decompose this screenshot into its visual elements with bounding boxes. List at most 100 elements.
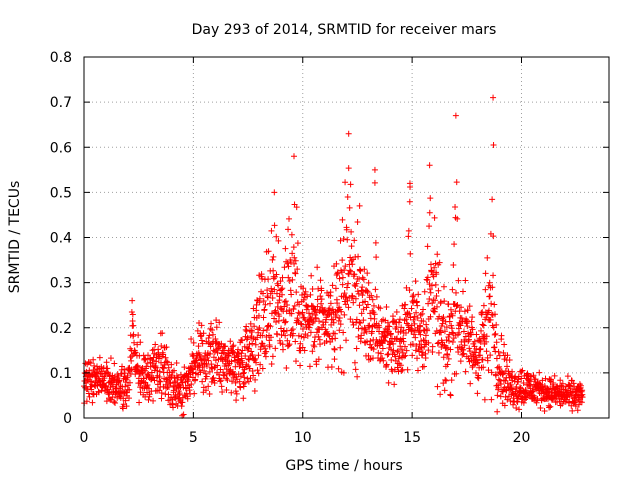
data-point (335, 365, 342, 372)
data-point (279, 274, 286, 281)
data-point (455, 349, 462, 356)
data-point (183, 385, 190, 392)
data-point (457, 322, 464, 329)
data-point (365, 279, 372, 286)
data-point (473, 331, 480, 338)
data-point (556, 388, 563, 395)
data-point (402, 329, 409, 336)
data-point (168, 361, 175, 368)
data-point (203, 373, 210, 380)
data-point (497, 393, 504, 400)
data-point (548, 376, 555, 383)
data-point (508, 385, 515, 392)
data-point (352, 366, 359, 373)
data-point (495, 376, 502, 383)
data-point (449, 312, 456, 319)
data-point (397, 362, 404, 369)
data-point (274, 299, 281, 306)
data-point (523, 394, 530, 401)
data-point (343, 293, 350, 300)
data-point (425, 300, 432, 307)
data-point (341, 267, 348, 274)
data-point (285, 263, 292, 270)
data-point (130, 331, 137, 338)
data-point (353, 345, 360, 352)
data-point (294, 315, 301, 322)
y-tick-label: 0.7 (50, 95, 72, 111)
data-point (174, 381, 181, 388)
data-point (379, 345, 386, 352)
data-point (277, 278, 284, 285)
data-point (185, 376, 192, 383)
data-point (395, 319, 402, 326)
data-point (441, 387, 448, 394)
data-point (378, 318, 385, 325)
data-point (396, 316, 403, 323)
data-point (228, 378, 235, 385)
data-point (551, 372, 558, 379)
data-point (449, 286, 456, 293)
data-point (260, 298, 267, 305)
data-point (372, 286, 379, 293)
data-point (267, 300, 274, 307)
data-point (266, 343, 273, 350)
data-point (344, 236, 351, 243)
data-point (479, 356, 486, 363)
data-point (90, 356, 97, 363)
data-point (445, 355, 452, 362)
data-point (106, 390, 113, 397)
data-point (291, 302, 298, 309)
data-point (96, 354, 103, 361)
data-point (247, 375, 254, 382)
data-point (460, 350, 467, 357)
y-tick-label: 0.4 (50, 231, 72, 247)
data-point (572, 403, 579, 410)
data-point (362, 298, 369, 305)
data-point (340, 369, 347, 376)
data-point (222, 343, 229, 350)
data-point (273, 233, 280, 240)
data-point (343, 337, 350, 344)
data-point (342, 301, 349, 308)
data-point (308, 272, 315, 279)
data-point (426, 209, 433, 216)
data-point (195, 343, 202, 350)
data-point (150, 397, 157, 404)
data-point (170, 404, 177, 411)
data-point (412, 334, 419, 341)
data-point (111, 398, 118, 405)
data-point (209, 331, 216, 338)
data-point (196, 351, 203, 358)
data-point (481, 396, 488, 403)
data-point (483, 338, 490, 345)
data-point (337, 321, 344, 328)
data-point (401, 343, 408, 350)
data-point (309, 310, 316, 317)
data-point (420, 306, 427, 313)
data-point (282, 318, 289, 325)
data-point (256, 295, 263, 302)
data-point (418, 344, 425, 351)
data-point (464, 317, 471, 324)
data-point (359, 292, 366, 299)
data-point (293, 204, 300, 211)
data-point (335, 317, 342, 324)
data-point (422, 332, 429, 339)
data-point (427, 195, 434, 202)
data-point (347, 268, 354, 275)
data-point (420, 318, 427, 325)
data-point (348, 243, 355, 250)
data-point (325, 331, 332, 338)
data-point (444, 345, 451, 352)
data-point (440, 283, 447, 290)
data-point (248, 348, 255, 355)
data-point (252, 376, 259, 383)
data-point (162, 354, 169, 361)
data-point (289, 276, 296, 283)
data-point (490, 272, 497, 279)
data-point (199, 378, 206, 385)
data-point (377, 305, 384, 312)
data-point (218, 383, 225, 390)
data-point (491, 331, 498, 338)
data-point (334, 300, 341, 307)
